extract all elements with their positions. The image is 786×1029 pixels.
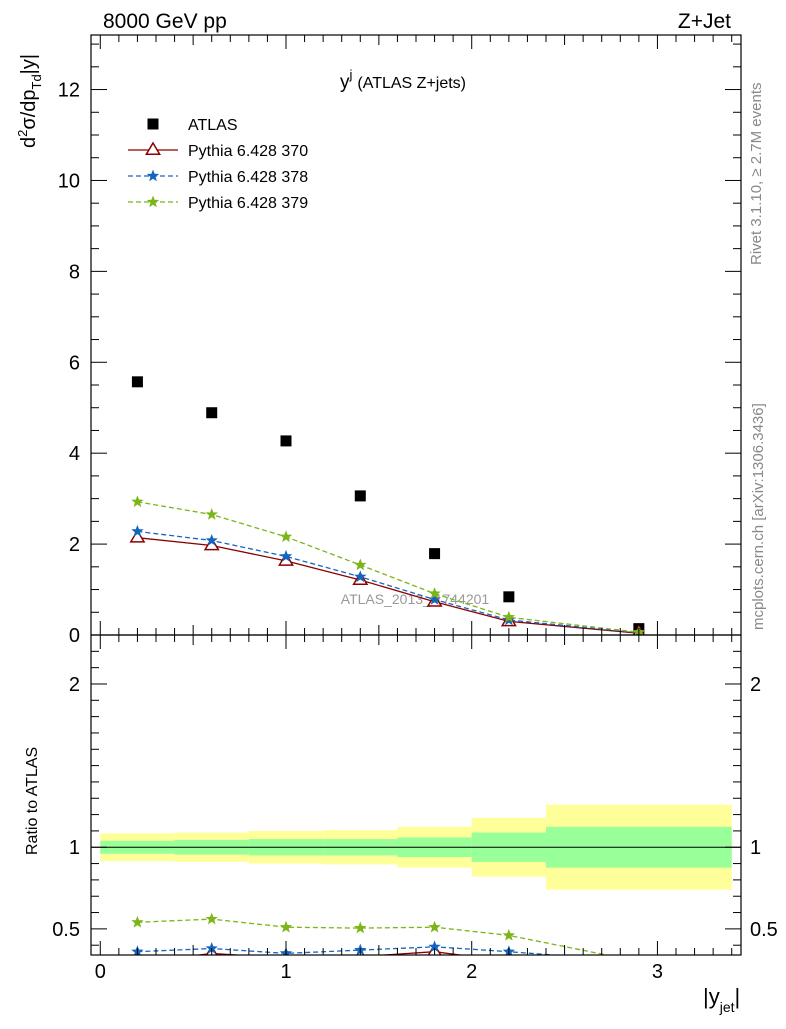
data-point	[354, 558, 367, 571]
legend-entry-atlas: ATLAS	[147, 117, 238, 134]
ratio-frame	[90, 634, 742, 956]
data-point	[507, 953, 511, 955]
main-ylabel: d2σ/dpTd|y|	[15, 54, 44, 148]
data-point	[131, 495, 144, 508]
header-right: Z+Jet	[678, 10, 731, 33]
y-tick-label: 0.5	[52, 919, 80, 941]
x-tick-label: 0	[95, 961, 106, 983]
data-point	[279, 549, 293, 562]
x-tick-label: 3	[652, 961, 663, 983]
y-tick-label: 10	[58, 170, 80, 192]
data-point	[131, 524, 144, 537]
series-pythia-6-428-378	[131, 524, 646, 635]
legend-label: ATLAS	[188, 117, 238, 134]
ratio-xlabel: |yjet|	[703, 984, 740, 1015]
data-point	[137, 954, 138, 955]
data-point	[428, 940, 441, 953]
data-point	[129, 529, 146, 543]
legend-label: Pythia 6.428 370	[188, 143, 308, 160]
data-point	[502, 610, 516, 623]
data-point	[205, 533, 218, 546]
legend-entry-pythia-6-428-378: Pythia 6.428 378	[128, 169, 308, 186]
data-point	[502, 928, 516, 941]
y-tick-label-right: 0.5	[750, 919, 778, 941]
y-tick-label: 2	[69, 534, 80, 556]
legend-marker	[146, 195, 160, 208]
y-tick-label: 4	[69, 443, 80, 465]
data-point	[206, 407, 218, 419]
y-tick-label: 12	[58, 80, 80, 102]
data-point	[131, 376, 143, 388]
data-point	[205, 508, 218, 520]
legend-entry-pythia-6-428-379: Pythia 6.428 379	[128, 195, 308, 212]
watermark: ATLAS_2013_I1744201	[341, 591, 490, 607]
data-point	[632, 961, 645, 972]
data-point	[280, 435, 292, 447]
data-point	[279, 920, 293, 933]
legend-entry-pythia-6-428-370: Pythia 6.428 370	[128, 141, 308, 160]
data-point	[428, 920, 441, 933]
data-point	[503, 591, 515, 603]
y-tick-label: 6	[69, 352, 80, 374]
ratio-ylabel: Ratio to ATLAS	[24, 747, 41, 855]
legend-marker	[147, 118, 159, 130]
legend-marker	[145, 141, 161, 155]
data-point	[278, 552, 294, 566]
data-point	[428, 587, 441, 599]
data-point	[429, 548, 441, 560]
legend-label: Pythia 6.428 379	[188, 195, 308, 212]
mcplots-label: mcplots.cern.ch [arXiv:1306.3436]	[750, 403, 767, 630]
series-line	[137, 501, 639, 633]
data-point	[633, 955, 645, 967]
y-tick-label-right: 1	[750, 837, 761, 859]
data-point	[205, 912, 218, 925]
data-point	[633, 955, 645, 967]
y-tick-label: 1	[69, 837, 80, 859]
y-tick-label: 8	[69, 261, 80, 283]
data-point	[354, 570, 367, 583]
x-tick-label: 2	[466, 961, 477, 983]
data-point	[279, 530, 293, 543]
ratio-panel: 0 1 2 3 0.5 0.5 1 1 2 2 Ratio to ATLAS |yjet|	[24, 634, 778, 1015]
header-left: 8000 GeV pp	[103, 10, 227, 33]
data-point	[205, 941, 218, 954]
legend: ATLAS Pythia 6.428 370 Pythia 6.428 378 Pyt…	[128, 117, 308, 212]
data-point	[354, 490, 366, 502]
series-pythia-6-428-370	[129, 529, 645, 635]
ratio-series-pythia-6-428-379	[131, 912, 645, 967]
y-tick-label-right: 2	[750, 674, 761, 696]
data-point	[428, 593, 441, 605]
data-point	[131, 915, 144, 928]
x-tick-label: 1	[280, 961, 291, 983]
legend-label: Pythia 6.428 378	[188, 169, 308, 186]
rivet-label: Rivet 3.1.10, ≥ 2.7M events	[748, 83, 765, 266]
data-point	[354, 921, 367, 934]
plot-title: yj(ATLAS Z+jets)	[340, 67, 466, 93]
series-pythia-6-428-379	[131, 495, 646, 635]
legend-marker	[146, 169, 160, 182]
y-tick-label: 0	[69, 625, 80, 647]
main-panel: ATLAS_2013_I1744201 0 2 4 6 8 10 12 yj(ATLAS Z…	[15, 34, 742, 647]
y-tick-label: 2	[69, 674, 80, 696]
